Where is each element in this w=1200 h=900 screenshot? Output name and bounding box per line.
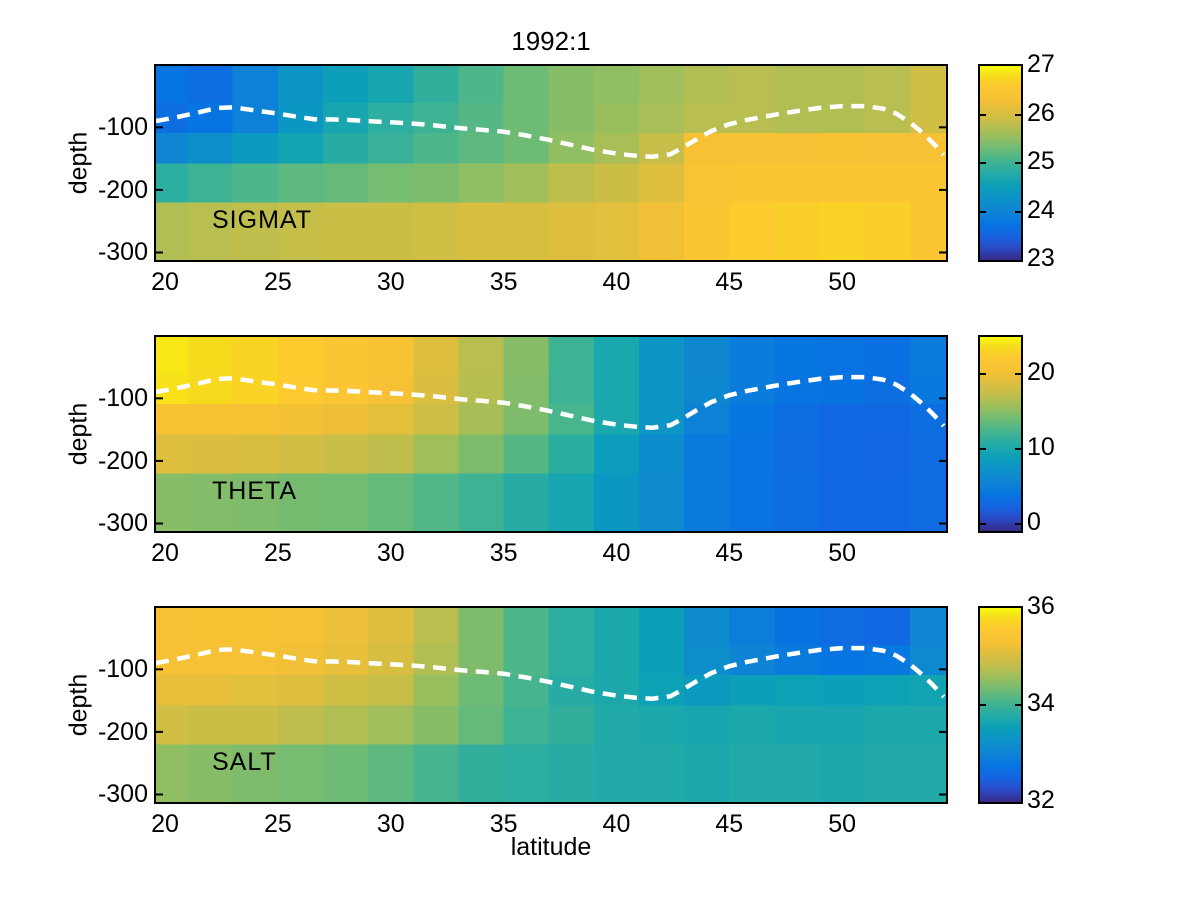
x-tick-label: 50 bbox=[828, 810, 857, 838]
y-tick-label: -300 bbox=[97, 780, 148, 809]
sigmat-heatmap: SIGMAT bbox=[154, 64, 948, 262]
x-tick-label: 35 bbox=[489, 539, 518, 567]
x-axis-label: latitude bbox=[510, 833, 592, 861]
colorbar-tick-label: 23 bbox=[1027, 244, 1055, 272]
panel-variable-label: THETA bbox=[212, 477, 298, 505]
salt-heatmap-canvas bbox=[156, 608, 946, 802]
x-tick-label: 35 bbox=[489, 810, 518, 838]
x-tick-label: 25 bbox=[263, 268, 292, 296]
colorbar-tick-mark bbox=[980, 162, 986, 164]
panel-salt: depth SALT 20 25 30 35 40 45 50 -100 -200 -300 32 3… bbox=[0, 592, 1200, 838]
colorbar-tick-mark bbox=[1015, 210, 1021, 213]
heatmap-cells bbox=[156, 608, 946, 802]
mixed-layer-depth-dashed-line bbox=[156, 645, 946, 701]
mixed-layer-depth-dashed-line bbox=[156, 374, 946, 430]
y-tick-label: -200 bbox=[97, 175, 148, 204]
x-tick-label: 50 bbox=[828, 268, 857, 296]
colorbar-tick-label: 0 bbox=[1027, 507, 1041, 536]
colorbar-tick-mark bbox=[980, 373, 986, 376]
colorbar-tick-label: 27 bbox=[1027, 50, 1055, 78]
x-tick-label: 45 bbox=[715, 810, 744, 838]
colorbar-tick-mark bbox=[1015, 113, 1021, 116]
figure-title: 1992:1 bbox=[511, 26, 591, 56]
x-tick-label: 20 bbox=[151, 268, 179, 296]
y-tick-label: -100 bbox=[97, 113, 148, 142]
theta-heatmap-canvas bbox=[156, 337, 946, 531]
x-tick-label: 30 bbox=[376, 539, 405, 567]
x-tick-label: 40 bbox=[602, 539, 631, 567]
colorbar-tick-label: 26 bbox=[1027, 98, 1055, 127]
x-tick-label: 50 bbox=[828, 539, 857, 567]
y-tick-label: -300 bbox=[97, 238, 148, 267]
colorbar-tick-mark bbox=[980, 704, 986, 706]
colorbar-tick-mark bbox=[1015, 373, 1021, 376]
colorbar-tick-label: 10 bbox=[1027, 432, 1055, 461]
colorbar-tick-mark bbox=[980, 447, 986, 450]
colorbar-tick-label: 32 bbox=[1027, 786, 1055, 814]
x-tick-label: 25 bbox=[263, 810, 292, 838]
colorbar-tick-mark bbox=[980, 210, 986, 213]
y-tick-label: -200 bbox=[97, 717, 148, 746]
colorbar-tick-label: 25 bbox=[1027, 147, 1055, 175]
colorbar-tick-mark bbox=[1015, 704, 1021, 706]
colorbar-tick-label: 34 bbox=[1027, 689, 1055, 717]
heatmap-cells bbox=[156, 337, 946, 531]
colorbar-tick-mark bbox=[1015, 447, 1021, 450]
colorbar-tick-mark bbox=[1015, 162, 1021, 164]
y-tick-label: -300 bbox=[97, 509, 148, 538]
salt-colorbar bbox=[978, 606, 1023, 804]
x-tick-label: 45 bbox=[715, 268, 744, 296]
x-tick-label: 20 bbox=[151, 539, 179, 567]
panel-theta: depth THETA 20 25 30 35 40 45 50 -100 -200 -300 0 1… bbox=[0, 335, 1200, 567]
sigmat-heatmap-canvas bbox=[156, 66, 946, 260]
x-tick-label: 35 bbox=[489, 268, 518, 296]
x-tick-label: 20 bbox=[151, 810, 179, 838]
x-tick-label: 30 bbox=[376, 268, 405, 296]
theta-colorbar bbox=[978, 335, 1023, 533]
y-tick-label: -200 bbox=[97, 446, 148, 475]
y-tick-label: -100 bbox=[97, 655, 148, 684]
x-tick-label: 25 bbox=[263, 539, 292, 567]
x-tick-label: 40 bbox=[602, 268, 631, 296]
colorbar-tick-label: 36 bbox=[1027, 592, 1055, 620]
salt-heatmap: SALT bbox=[154, 606, 948, 804]
panel-variable-label: SALT bbox=[212, 748, 277, 776]
colorbar-tick-label: 20 bbox=[1027, 358, 1055, 387]
panel-sigmat: depth SIGMAT 20 25 30 35 40 45 50 -100 -200 -300 2… bbox=[0, 50, 1200, 296]
y-tick-label: -100 bbox=[97, 384, 148, 413]
panel-variable-label: SIGMAT bbox=[212, 206, 312, 234]
heatmap-cells bbox=[156, 66, 946, 260]
sigmat-colorbar bbox=[978, 64, 1023, 262]
x-tick-label: 45 bbox=[715, 539, 744, 567]
colorbar-tick-mark bbox=[980, 522, 986, 525]
colorbar-tick-mark bbox=[980, 113, 986, 116]
theta-heatmap: THETA bbox=[154, 335, 948, 533]
colorbar-tick-mark bbox=[1015, 522, 1021, 525]
x-tick-label: 30 bbox=[376, 810, 405, 838]
mixed-layer-depth-dashed-line bbox=[156, 103, 946, 159]
colorbar-tick-label: 24 bbox=[1027, 195, 1055, 224]
x-tick-label: 40 bbox=[602, 810, 631, 838]
